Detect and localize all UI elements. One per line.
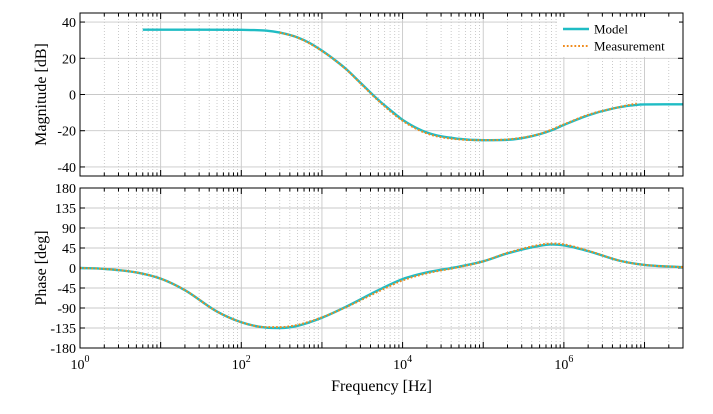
magnitude-axis-label: Magnitude [dB]	[33, 43, 50, 146]
x-axis: 100 102 104 106 Frequency [Hz]	[71, 354, 574, 395]
y-tick-label: -20	[57, 125, 76, 140]
legend-label-model: Model	[594, 22, 628, 37]
x-tick-label: 100	[71, 354, 90, 373]
plot-frame	[79, 187, 684, 349]
y-tick-label: 90	[62, 222, 76, 237]
phase-panel: -180 -135 -90 -45 0 45 90 135 180 Phase [deg]	[33, 182, 684, 357]
series-line-model	[79, 243, 684, 330]
y-tick-label: 20	[62, 52, 76, 67]
y-tick-label: -45	[57, 282, 76, 297]
x-tick-label: 102	[232, 354, 251, 373]
x-tick-label: 106	[554, 354, 573, 373]
legend: Model Measurement	[557, 17, 679, 57]
phase-axis-label: Phase [deg]	[33, 230, 50, 305]
y-tick-label: 0	[69, 262, 76, 277]
y-tick-label: 180	[55, 182, 76, 197]
y-tick-label: -180	[50, 342, 76, 357]
series-line-measurement	[279, 31, 637, 142]
y-tick-label: 45	[62, 242, 76, 257]
y-tick-label: 0	[69, 89, 76, 104]
y-tick-label: -90	[57, 302, 76, 317]
x-tick-label: 104	[393, 354, 412, 373]
y-tick-label: 40	[62, 16, 76, 31]
y-tick-label: -135	[50, 322, 76, 337]
y-tick-label: 135	[55, 202, 76, 217]
x-axis-label: Frequency [Hz]	[331, 378, 432, 395]
legend-box	[557, 17, 679, 57]
y-tick-label: -40	[57, 161, 76, 176]
plot-frame	[79, 12, 684, 177]
legend-label-measurement: Measurement	[594, 39, 665, 54]
